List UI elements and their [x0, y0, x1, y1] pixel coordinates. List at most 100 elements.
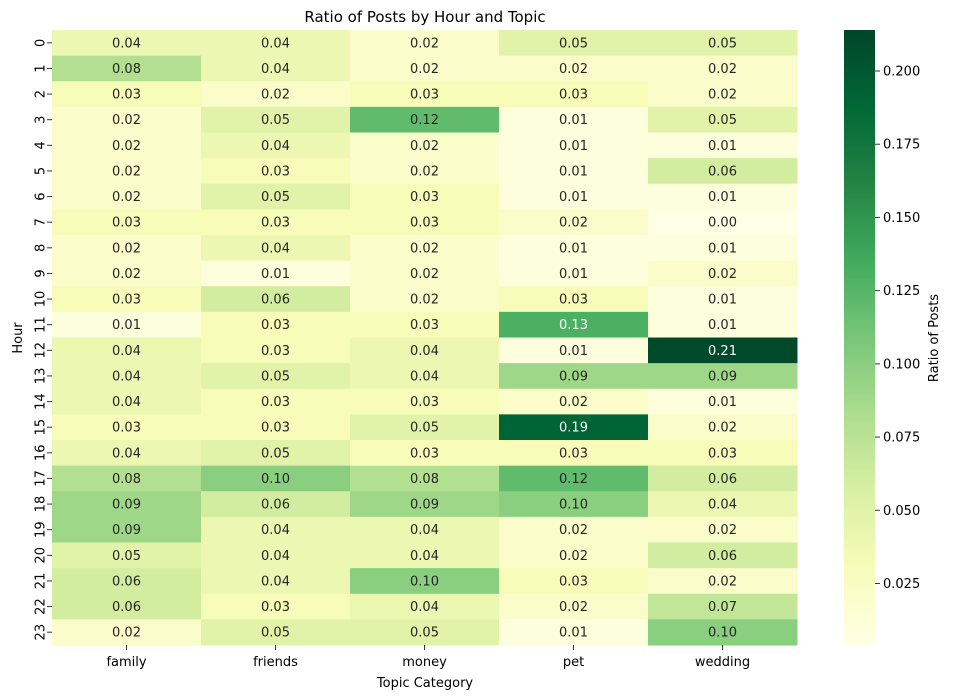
cell-value-label: 0.06 — [708, 549, 737, 564]
heatmap-cell — [648, 235, 798, 262]
heatmap-cell — [499, 235, 649, 262]
cell-value-label: 0.04 — [261, 523, 290, 538]
y-tick-label: 0 — [34, 39, 49, 47]
cell-value-label: 0.03 — [708, 446, 737, 461]
y-tick-label: 2 — [34, 90, 49, 98]
cell-value-label: 0.07 — [708, 600, 737, 615]
cell-value-label: 0.05 — [559, 36, 588, 51]
cell-value-label: 0.02 — [410, 241, 439, 256]
heatmap-cell — [499, 542, 649, 569]
heatmap-cell — [201, 568, 351, 595]
heatmap-cell — [52, 209, 202, 236]
heatmap-cell — [499, 158, 649, 185]
y-tick-label: 17 — [34, 470, 49, 487]
heatmap-cell — [52, 55, 202, 82]
heatmap-cell — [499, 81, 649, 108]
y-tick-label: 11 — [34, 316, 49, 333]
heatmap-cell — [499, 183, 649, 210]
heatmap-cell — [648, 619, 798, 646]
colorbar-tick-label: 0.100 — [883, 357, 920, 372]
cell-value-label: 0.02 — [112, 241, 141, 256]
cell-value-label: 0.01 — [559, 344, 588, 359]
heatmap-cell — [201, 106, 351, 133]
cell-value-label: 0.01 — [559, 241, 588, 256]
cell-value-label: 0.04 — [261, 139, 290, 154]
y-tick-label: 5 — [34, 167, 49, 175]
cell-value-label: 0.02 — [708, 88, 737, 103]
heatmap-cells: 0.04 0.04 0.02 0.05 0.05 0.08 0.04 0.02 0.02 0.02… — [52, 30, 798, 646]
cell-value-label: 0.02 — [261, 88, 290, 103]
heatmap-cell — [350, 311, 500, 338]
x-tick-label: family — [106, 655, 146, 670]
cell-value-label: 0.02 — [112, 267, 141, 282]
cell-value-label: 0.04 — [112, 36, 141, 51]
y-tick-label: 23 — [34, 624, 49, 641]
y-tick-label: 1 — [34, 64, 49, 72]
heatmap-cell — [499, 593, 649, 620]
cell-value-label: 0.03 — [112, 216, 141, 231]
heatmap-cell — [350, 516, 500, 543]
heatmap-cell — [648, 55, 798, 82]
heatmap-cell — [499, 491, 649, 518]
colorbar-tick-label: 0.075 — [883, 431, 920, 446]
cell-value-label: 0.02 — [410, 293, 439, 308]
heatmap-cell — [201, 55, 351, 82]
heatmap-cell — [201, 388, 351, 415]
cell-value-label: 0.04 — [708, 498, 737, 513]
cell-value-label: 0.12 — [559, 472, 588, 487]
heatmap-cell — [52, 311, 202, 338]
cell-value-label: 0.10 — [261, 472, 290, 487]
cell-value-label: 0.02 — [112, 190, 141, 205]
x-tick-label: pet — [563, 655, 584, 670]
cell-value-label: 0.02 — [559, 395, 588, 410]
cell-value-label: 0.01 — [559, 267, 588, 282]
heatmap-cell — [648, 516, 798, 543]
cell-value-label: 0.01 — [708, 190, 737, 205]
cell-value-label: 0.01 — [708, 318, 737, 333]
heatmap-cell — [201, 183, 351, 210]
cell-value-label: 0.05 — [261, 369, 290, 384]
cell-value-label: 0.10 — [559, 498, 588, 513]
cell-value-label: 0.04 — [261, 549, 290, 564]
cell-value-label: 0.09 — [708, 369, 737, 384]
heatmap-cell — [499, 30, 649, 57]
colorbar-tick-label: 0.025 — [883, 577, 920, 592]
heatmap-cell — [499, 388, 649, 415]
cell-value-label: 0.03 — [112, 421, 141, 436]
heatmap-cell — [350, 568, 500, 595]
cell-value-label: 0.03 — [261, 421, 290, 436]
cell-value-label: 0.02 — [410, 164, 439, 179]
colorbar — [844, 30, 875, 645]
heatmap-cell — [52, 568, 202, 595]
heatmap-cell — [52, 81, 202, 108]
heatmap-cell — [52, 183, 202, 210]
y-tick-label: 22 — [34, 598, 49, 615]
x-tick-labels: family friends money pet wedding — [106, 645, 750, 670]
cell-value-label: 0.03 — [410, 216, 439, 231]
heatmap-cell — [350, 235, 500, 262]
heatmap-cell — [350, 388, 500, 415]
cell-value-label: 0.04 — [261, 62, 290, 77]
heatmap-cell — [499, 106, 649, 133]
cell-value-label: 0.00 — [708, 216, 737, 231]
colorbar-tick-label: 0.050 — [883, 504, 920, 519]
cell-value-label: 0.02 — [410, 36, 439, 51]
heatmap-cell — [499, 132, 649, 159]
heatmap-cell — [648, 568, 798, 595]
heatmap-cell — [52, 516, 202, 543]
cell-value-label: 0.03 — [559, 88, 588, 103]
cell-value-label: 0.04 — [410, 600, 439, 615]
cell-value-label: 0.03 — [410, 190, 439, 205]
cell-value-label: 0.02 — [112, 164, 141, 179]
cell-value-label: 0.02 — [410, 62, 439, 77]
heatmap-cell — [350, 542, 500, 569]
heatmap-cell — [52, 465, 202, 492]
heatmap-cell — [52, 235, 202, 262]
heatmap-cell — [350, 491, 500, 518]
heatmap-cell — [52, 491, 202, 518]
heatmap-cell — [648, 440, 798, 467]
cell-value-label: 0.05 — [410, 626, 439, 641]
x-tick-label: friends — [253, 655, 298, 670]
cell-value-label: 0.01 — [559, 113, 588, 128]
